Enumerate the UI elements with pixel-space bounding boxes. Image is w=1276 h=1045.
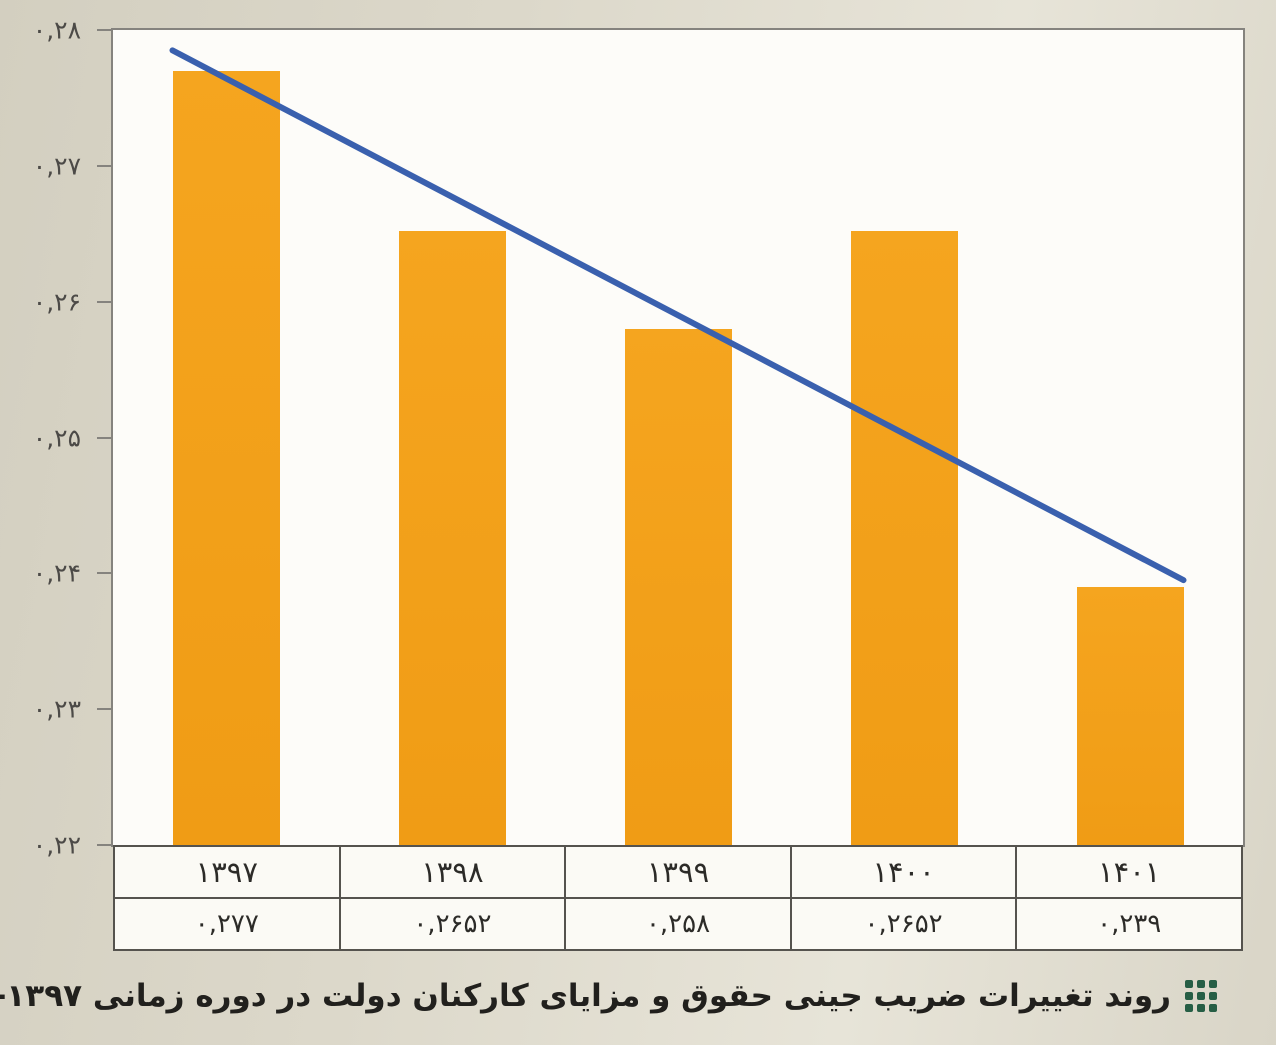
table-value-cell: ۰,۲۷۷ [115, 899, 339, 949]
table-year-cell: ۱۴۰۱ [1017, 847, 1241, 897]
caption-text: روند تغییرات ضریب جینی حقوق و مزایای کار… [0, 978, 1171, 1014]
y-axis-tick [97, 164, 113, 167]
y-axis-label: ۰,۲۲ [32, 830, 81, 860]
bar-3 [850, 231, 958, 845]
y-axis-label: ۰,۲۵ [32, 423, 81, 452]
grid-dots-icon [1185, 980, 1217, 1012]
data-table: ۱۳۹۷ ۱۳۹۸ ۱۳۹۹ ۱۴۰۰ ۱۴۰۱ ۰,۲۷۷ ۰,۲۶۵۲ ۰,۲۵۸ ۰,۲۶… [113, 845, 1243, 951]
y-axis-label: ۰,۲۳ [32, 694, 81, 724]
figure-caption: روند تغییرات ضریب جینی حقوق و مزایای کار… [0, 972, 1217, 1020]
y-axis-label: ۰,۲۷ [32, 151, 81, 181]
table-year-cell: ۱۳۹۷ [115, 847, 339, 897]
y-axis-tick [97, 29, 113, 31]
y-axis-tick [97, 844, 113, 846]
plot-area [113, 30, 1243, 845]
y-axis-tick [97, 572, 113, 575]
y-axis-label: ۰,۲۴ [32, 558, 81, 588]
y-axis-label: ۰,۲۶ [32, 287, 81, 317]
y-axis-tick [97, 436, 113, 439]
y-axis-tick [97, 300, 113, 303]
bar-2 [624, 328, 732, 845]
table-year-cell: ۱۴۰۰ [791, 847, 1016, 897]
table-value-cell: ۰,۲۳۹ [1017, 899, 1241, 949]
bars-layer [113, 30, 1243, 845]
table-value-cell: ۰,۲۶۵۲ [340, 899, 565, 949]
bar-0 [172, 70, 280, 845]
y-axis: ۰,۲۸ ۰,۲۷ ۰,۲۶ ۰,۲۵ ۰,۲۴ ۰,۲۳ ۰,۲۲ [0, 16, 97, 860]
y-axis-label: ۰,۲۸ [32, 15, 81, 45]
bar-1 [398, 231, 506, 845]
y-axis-tick [97, 708, 113, 711]
trendline [169, 47, 1187, 584]
bar-4 [1076, 586, 1184, 845]
table-year-cell: ۱۳۹۹ [566, 847, 790, 897]
table-value-cell: ۰,۲۵۸ [566, 899, 790, 949]
table-value-cell: ۰,۲۶۵۲ [791, 899, 1016, 949]
trendline-layer [169, 47, 1187, 584]
table-year-cell: ۱۳۹۸ [340, 847, 565, 897]
